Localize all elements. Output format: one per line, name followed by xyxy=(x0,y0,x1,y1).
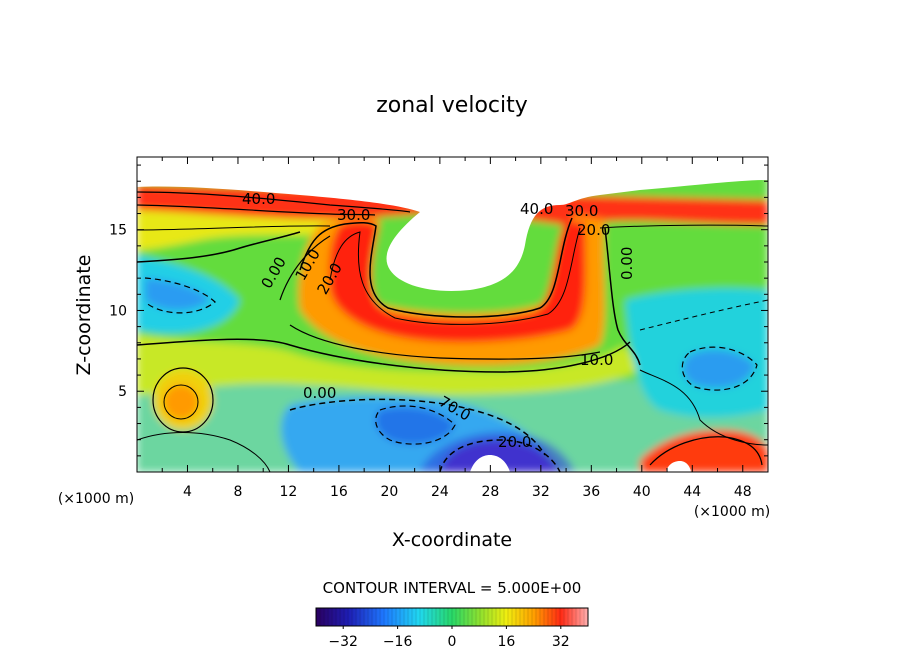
y-tick-label: 10 xyxy=(109,303,127,319)
y-axis-ticks: 5 10 15 xyxy=(109,164,768,457)
contour-lower-dashed xyxy=(289,398,546,456)
z-unit-label: (×1000 m) xyxy=(58,491,134,507)
colorbar-stripes xyxy=(319,608,585,626)
x-tick-label: 32 xyxy=(532,484,550,500)
contour-right-lower xyxy=(639,369,768,446)
contour-label: 10.0 xyxy=(580,351,613,369)
bottom-blank-notch xyxy=(470,455,510,472)
colorbar-tick-label: 16 xyxy=(497,634,515,650)
right-blue-core xyxy=(683,349,755,389)
y-tick-label: 15 xyxy=(109,223,127,239)
colorbar xyxy=(316,608,588,626)
contour-right-lower-max xyxy=(649,436,763,466)
x-tick-label: 16 xyxy=(330,484,348,500)
contour-interval-text: CONTOUR INTERVAL = 5.000E+00 xyxy=(323,579,582,597)
mid-band-yellow xyxy=(137,335,640,395)
contour-label: 40.0 xyxy=(520,200,553,218)
contour-40-top xyxy=(137,191,411,213)
contour-lines xyxy=(137,191,768,472)
x-tick-label: 20 xyxy=(380,484,398,500)
contour-u-inner xyxy=(329,227,581,325)
chart-title: zonal velocity xyxy=(376,93,528,118)
contour-label: 20.0 xyxy=(577,221,610,239)
contour-u-outer xyxy=(299,217,573,318)
colorbar-tick-label: −16 xyxy=(383,634,413,650)
bottom-blue-min xyxy=(420,432,575,472)
x-tick-label: 4 xyxy=(183,484,192,500)
y-axis-label: Z-coordinate xyxy=(73,255,95,376)
lower-left-orange-core xyxy=(164,385,198,419)
contour-0-left xyxy=(137,231,301,263)
colorbar-ticks: −32 −16 0 16 32 xyxy=(328,626,570,650)
contour-20-left xyxy=(137,225,331,231)
contour-left-dashed xyxy=(144,277,216,314)
x-tick-label: 44 xyxy=(683,484,701,500)
contour-bottom-dashed xyxy=(439,439,561,472)
left-mid-blue-core xyxy=(145,278,210,311)
contour-label: 0.00 xyxy=(618,247,636,280)
x-tick-label: 40 xyxy=(633,484,651,500)
contour-label: 40.0 xyxy=(242,190,275,208)
colorbar-tick-label: 0 xyxy=(448,634,457,650)
contour-label: 20.0 xyxy=(498,433,531,451)
top-blank-region xyxy=(137,157,768,291)
x-tick-label: 36 xyxy=(582,484,600,500)
x-tick-label: 12 xyxy=(280,484,298,500)
x-tick-label: 48 xyxy=(734,484,752,500)
contour-label: 30.0 xyxy=(565,202,598,220)
x-unit-label: (×1000 m) xyxy=(694,504,770,520)
plot-frame xyxy=(136,156,769,473)
colorbar-tick-label: 32 xyxy=(552,634,570,650)
contour-right-mid-dashed xyxy=(639,299,768,331)
contour-label: 0.00 xyxy=(303,384,336,402)
contour-right-upper xyxy=(599,224,768,229)
upper-yellow-band xyxy=(137,210,360,250)
contour-lower-dashed-inner xyxy=(375,405,456,445)
contour-ll-max-outer xyxy=(152,367,214,433)
x-axis-ticks: 4 8 12 16 20 24 28 32 36 40 44 48 xyxy=(161,157,752,500)
x-axis-label: X-coordinate xyxy=(392,529,512,551)
colorbar-tick-label: −32 xyxy=(328,634,358,650)
contour-10 xyxy=(279,235,601,360)
x-tick-label: 8 xyxy=(233,484,242,500)
contour-label: 30.0 xyxy=(337,206,370,224)
contour-left-lower xyxy=(137,432,271,472)
right-blank-notch xyxy=(666,461,691,472)
y-tick-label: 5 xyxy=(118,384,127,400)
contour-30-top xyxy=(137,204,376,216)
contour-right-dashed xyxy=(681,346,758,391)
contour-0-right xyxy=(604,227,641,366)
x-tick-label: 28 xyxy=(481,484,499,500)
x-tick-label: 24 xyxy=(431,484,449,500)
lower-blue-core xyxy=(375,407,455,445)
velocity-field xyxy=(137,157,768,472)
contour-ll-max-inner xyxy=(163,384,199,420)
contour-0-mid xyxy=(137,338,631,373)
